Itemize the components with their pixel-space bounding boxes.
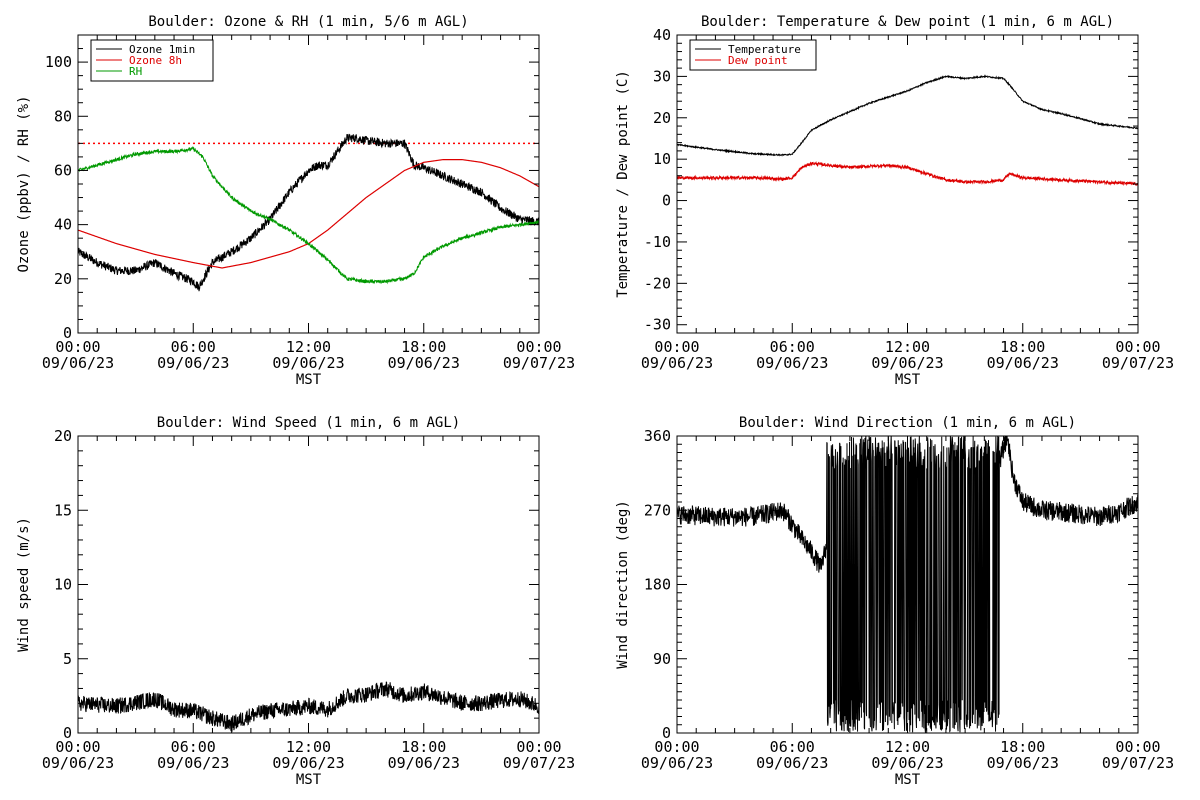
- chart-temperature-dewpoint: Boulder: Temperature & Dew point (1 min,…: [615, 14, 1174, 388]
- chart-wind-speed: Boulder: Wind Speed (1 min, 6 m AGL) 0 5 10…: [16, 415, 575, 788]
- plot-area: [78, 133, 539, 292]
- x-tick-label-date: 09/06/23: [641, 354, 713, 372]
- x-tick-label-date: 09/06/23: [871, 354, 943, 372]
- y-tick-label: 0: [63, 724, 72, 742]
- x-axis-label: MST: [296, 772, 322, 788]
- y-tick-label: 40: [653, 26, 671, 44]
- x-axis-label: MST: [895, 772, 921, 788]
- x-tick-label-time: 18:00: [401, 338, 446, 356]
- x-tick-label-date: 09/06/23: [42, 754, 114, 772]
- y-tick-label: 270: [644, 501, 671, 519]
- x-tick-label-time: 00:00: [55, 338, 100, 356]
- legend-label: Ozone 1min: [129, 43, 195, 56]
- x-tick-label-date: 09/06/23: [987, 354, 1059, 372]
- legend-label: Dew point: [728, 54, 788, 67]
- x-tick-label-time: 12:00: [885, 738, 930, 756]
- series-line-0: [78, 681, 539, 732]
- y-tick-label: 180: [644, 576, 671, 594]
- y-tick-label: 20: [54, 427, 72, 445]
- y-tick-label: 0: [63, 324, 72, 342]
- legend-label: RH: [129, 65, 142, 78]
- y-axis-label: Ozone (ppbv) / RH (%): [16, 95, 32, 272]
- x-tick-label-date: 09/06/23: [157, 354, 229, 372]
- x-tick-label-date: 09/06/23: [272, 754, 344, 772]
- x-tick-label-date: 09/06/23: [388, 354, 460, 372]
- x-tick-label-date: 09/06/23: [42, 354, 114, 372]
- x-tick-label-time: 00:00: [654, 338, 699, 356]
- x-tick-label-time: 18:00: [1000, 738, 1045, 756]
- x-tick-label-time: 00:00: [654, 738, 699, 756]
- chart-title: Boulder: Ozone & RH (1 min, 5/6 m AGL): [148, 14, 468, 30]
- y-tick-label: 360: [644, 427, 671, 445]
- x-axis-label: MST: [895, 372, 921, 388]
- x-axis-label: MST: [296, 372, 322, 388]
- x-tick-label-date: 09/06/23: [388, 754, 460, 772]
- y-tick-label: -10: [644, 233, 671, 251]
- series-line-dew-point: [677, 160, 1138, 187]
- chart-ozone-rh: Boulder: Ozone & RH (1 min, 5/6 m AGL) 0 2…: [16, 14, 575, 388]
- x-tick-label-time: 00:00: [55, 738, 100, 756]
- y-tick-label: 30: [653, 67, 671, 85]
- plot-area: [677, 74, 1138, 187]
- y-tick-label: 100: [45, 53, 72, 71]
- x-tick-label-date: 09/06/23: [756, 354, 828, 372]
- x-tick-label-time: 12:00: [286, 738, 331, 756]
- y-tick-label: 0: [662, 724, 671, 742]
- plot-area: [78, 681, 539, 732]
- y-axis-label: Temperature / Dew point (C): [615, 70, 631, 298]
- x-tick-label-date: 09/07/23: [1102, 754, 1174, 772]
- y-tick-label: -20: [644, 274, 671, 292]
- x-tick-label-time: 12:00: [885, 338, 930, 356]
- x-tick-label-time: 06:00: [770, 338, 815, 356]
- legend-label: Temperature: [728, 43, 801, 56]
- x-tick-label-time: 00:00: [1115, 738, 1160, 756]
- x-tick-label-time: 06:00: [770, 738, 815, 756]
- x-tick-label-time: 06:00: [171, 338, 216, 356]
- series-line-rh: [78, 146, 539, 285]
- y-axis-label: Wind direction (deg): [615, 500, 631, 669]
- chart-title: Boulder: Wind Speed (1 min, 6 m AGL): [157, 415, 460, 431]
- y-tick-label: 15: [54, 501, 72, 519]
- series-line-ozone-1min: [78, 133, 539, 292]
- y-tick-label: 60: [54, 161, 72, 179]
- x-tick-label-date: 09/06/23: [272, 354, 344, 372]
- legend-box: [689, 39, 817, 71]
- y-tick-label: 10: [653, 150, 671, 168]
- chart-wind-direction: Boulder: Wind Direction (1 min, 6 m AGL)…: [615, 415, 1174, 788]
- y-tick-label: 10: [54, 576, 72, 594]
- y-tick-label: 5: [63, 650, 72, 668]
- y-tick-label: 80: [54, 107, 72, 125]
- x-tick-label-date: 09/06/23: [157, 754, 229, 772]
- x-tick-label-time: 12:00: [286, 338, 331, 356]
- x-tick-label-time: 06:00: [171, 738, 216, 756]
- y-tick-label: 20: [54, 270, 72, 288]
- x-tick-label-time: 18:00: [1000, 338, 1045, 356]
- y-tick-label: 90: [653, 650, 671, 668]
- series-line-temperature: [677, 74, 1138, 157]
- x-tick-label-time: 00:00: [516, 738, 561, 756]
- y-tick-label: 20: [653, 109, 671, 127]
- x-tick-label-time: 00:00: [1115, 338, 1160, 356]
- x-tick-label-date: 09/07/23: [503, 354, 575, 372]
- x-tick-label-time: 18:00: [401, 738, 446, 756]
- x-tick-label-date: 09/07/23: [503, 754, 575, 772]
- chart-title: Boulder: Temperature & Dew point (1 min,…: [701, 14, 1114, 30]
- y-tick-label: -30: [644, 316, 671, 334]
- chart-title: Boulder: Wind Direction (1 min, 6 m AGL): [739, 415, 1076, 431]
- x-tick-label-time: 00:00: [516, 338, 561, 356]
- y-tick-label: 0: [662, 192, 671, 210]
- x-tick-label-date: 09/06/23: [871, 754, 943, 772]
- x-tick-label-date: 09/06/23: [756, 754, 828, 772]
- y-axis-label: Wind speed (m/s): [16, 517, 32, 652]
- y-tick-label: 40: [54, 216, 72, 234]
- legend-label: Ozone 8h: [129, 54, 182, 67]
- x-tick-label-date: 09/06/23: [641, 754, 713, 772]
- x-tick-label-date: 09/06/23: [987, 754, 1059, 772]
- x-tick-label-date: 09/07/23: [1102, 354, 1174, 372]
